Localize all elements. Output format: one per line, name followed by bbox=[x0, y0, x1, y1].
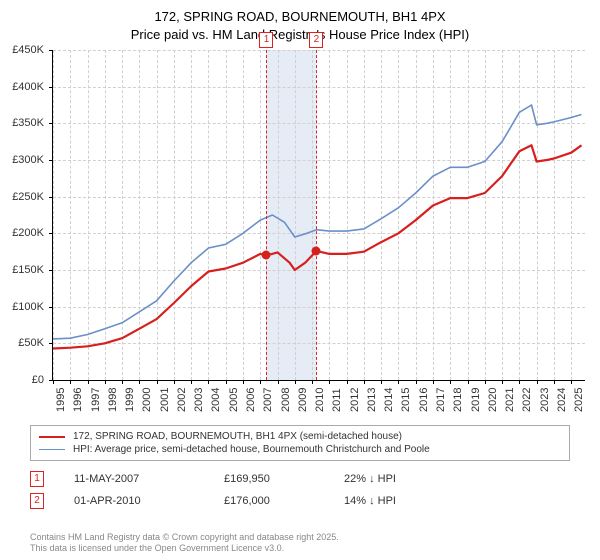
y-axis-labels: £0£50K£100K£150K£200K£250K£300K£350K£400… bbox=[0, 50, 48, 380]
legend-item: 172, SPRING ROAD, BOURNEMOUTH, BH1 4PX (… bbox=[39, 430, 561, 443]
chart-title: 172, SPRING ROAD, BOURNEMOUTH, BH1 4PX P… bbox=[0, 0, 600, 43]
x-tick-label: 2016 bbox=[418, 388, 430, 412]
x-tick-label: 1998 bbox=[107, 388, 119, 412]
transaction-price: £176,000 bbox=[224, 495, 324, 507]
legend: 172, SPRING ROAD, BOURNEMOUTH, BH1 4PX (… bbox=[30, 425, 570, 461]
legend-swatch bbox=[39, 449, 65, 450]
y-tick-label: £300K bbox=[12, 154, 44, 166]
price-point-dot bbox=[262, 251, 271, 260]
x-tick-label: 2017 bbox=[435, 388, 447, 412]
title-line-1: 172, SPRING ROAD, BOURNEMOUTH, BH1 4PX bbox=[0, 8, 600, 26]
x-tick-label: 2002 bbox=[176, 388, 188, 412]
footer-attribution: Contains HM Land Registry data © Crown c… bbox=[30, 532, 339, 554]
footer-line-1: Contains HM Land Registry data © Crown c… bbox=[30, 532, 339, 543]
x-tick-label: 1996 bbox=[72, 388, 84, 412]
transaction-date: 01-APR-2010 bbox=[74, 495, 204, 507]
y-tick-label: £250K bbox=[12, 191, 44, 203]
y-tick-label: £200K bbox=[12, 227, 44, 239]
chart-plot-area: 12 bbox=[52, 50, 585, 381]
marker-label: 2 bbox=[309, 32, 323, 48]
x-tick-label: 2023 bbox=[539, 388, 551, 412]
transaction-price: £169,950 bbox=[224, 473, 324, 485]
footer-line-2: This data is licensed under the Open Gov… bbox=[30, 543, 339, 554]
transaction-date: 11-MAY-2007 bbox=[74, 473, 204, 485]
x-axis-labels: 1995 1996 1997 1998 1999 2000 2001 2002 2003 2004… bbox=[52, 382, 584, 422]
y-tick-label: £50K bbox=[18, 337, 44, 349]
transaction-marker-num: 2 bbox=[30, 493, 44, 509]
x-tick-label: 1997 bbox=[90, 388, 102, 412]
legend-label: HPI: Average price, semi-detached house,… bbox=[73, 444, 430, 455]
x-tick-label: 2018 bbox=[452, 388, 464, 412]
x-tick-label: 2000 bbox=[141, 388, 153, 412]
x-tick-label: 2013 bbox=[366, 388, 378, 412]
y-tick-label: £350K bbox=[12, 117, 44, 129]
x-tick-label: 2003 bbox=[193, 388, 205, 412]
legend-label: 172, SPRING ROAD, BOURNEMOUTH, BH1 4PX (… bbox=[73, 431, 402, 442]
transaction-row: 2 01-APR-2010 £176,000 14% ↓ HPI bbox=[30, 490, 570, 512]
x-tick-label: 2022 bbox=[521, 388, 533, 412]
y-tick-label: £0 bbox=[32, 374, 44, 386]
x-tick-label: 2014 bbox=[383, 388, 395, 412]
price-point-dot bbox=[312, 246, 321, 255]
x-tick-label: 2011 bbox=[331, 388, 343, 412]
transaction-delta: 14% ↓ HPI bbox=[344, 495, 570, 507]
x-tick-label: 1995 bbox=[55, 388, 67, 412]
x-tick-label: 2010 bbox=[314, 388, 326, 412]
y-tick-label: £450K bbox=[12, 44, 44, 56]
x-tick-label: 2019 bbox=[470, 388, 482, 412]
title-line-2: Price paid vs. HM Land Registry's House … bbox=[0, 26, 600, 44]
x-tick-label: 2008 bbox=[280, 388, 292, 412]
legend-swatch bbox=[39, 436, 65, 438]
transaction-delta: 22% ↓ HPI bbox=[344, 473, 570, 485]
transaction-marker-num: 1 bbox=[30, 471, 44, 487]
transaction-row: 1 11-MAY-2007 £169,950 22% ↓ HPI bbox=[30, 468, 570, 490]
x-tick-label: 2015 bbox=[400, 388, 412, 412]
x-tick-label: 2006 bbox=[245, 388, 257, 412]
x-tick-label: 2007 bbox=[262, 388, 274, 412]
x-tick-label: 2005 bbox=[228, 388, 240, 412]
transactions-table: 1 11-MAY-2007 £169,950 22% ↓ HPI 2 01-APR-201… bbox=[30, 468, 570, 512]
x-tick-label: 2024 bbox=[556, 388, 568, 412]
y-tick-label: £150K bbox=[12, 264, 44, 276]
legend-item: HPI: Average price, semi-detached house,… bbox=[39, 443, 561, 456]
x-tick-label: 2004 bbox=[210, 388, 222, 412]
chart-svg bbox=[53, 50, 585, 380]
x-tick-label: 2001 bbox=[159, 388, 171, 412]
x-tick-label: 2020 bbox=[487, 388, 499, 412]
y-tick-label: £400K bbox=[12, 81, 44, 93]
x-tick-label: 2021 bbox=[504, 388, 516, 412]
x-tick-label: 1999 bbox=[124, 388, 136, 412]
x-tick-label: 2009 bbox=[297, 388, 309, 412]
marker-label: 1 bbox=[259, 32, 273, 48]
y-tick-label: £100K bbox=[12, 301, 44, 313]
x-tick-label: 2012 bbox=[349, 388, 361, 412]
x-tick-label: 2025 bbox=[573, 388, 585, 412]
